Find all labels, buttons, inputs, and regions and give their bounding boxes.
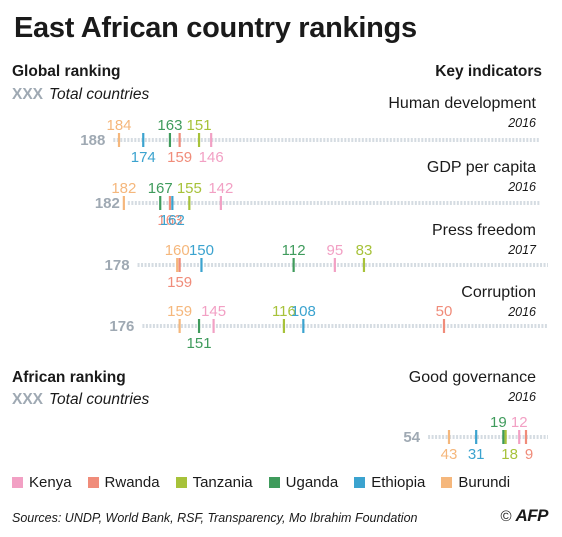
rank-label-burundi: 159 [167, 303, 192, 320]
indicator-label-press-freedom: Press freedom [431, 222, 536, 239]
indicator-year-press-freedom: 2017 [508, 243, 536, 257]
rank-label-ethiopia: 150 [189, 242, 214, 259]
afp-logo: © AFP [500, 506, 548, 526]
indicator-label-good-governance: Good governance [408, 369, 536, 386]
rank-label-kenya: 142 [208, 180, 233, 197]
legend-item-uganda: Uganda [268, 474, 339, 491]
rank-label-uganda: 112 [282, 242, 306, 259]
total-countries-text: Total countries [49, 391, 150, 408]
global-total-key: XXX Total countries [12, 86, 149, 104]
afp-logo-text: AFP [515, 506, 549, 525]
rank-label-ethiopia: 174 [131, 149, 156, 166]
rank-label-uganda: 19 [490, 414, 507, 431]
rank-label-burundi: 182 [111, 180, 136, 197]
total-countries-label: 188 [80, 132, 105, 149]
rank-label-tanzania: 116 [272, 303, 296, 320]
rank-label-uganda: 151 [187, 335, 212, 352]
legend-swatch [12, 477, 23, 488]
rank-label-uganda: 163 [157, 117, 182, 134]
rank-label-kenya: 146 [199, 149, 224, 166]
copyright-symbol: © [500, 507, 512, 525]
african-ranking-heading: African ranking [12, 369, 126, 386]
rank-label-uganda: 167 [148, 180, 173, 197]
legend-item-burundi: Burundi [441, 474, 510, 491]
legend-swatch [175, 477, 187, 488]
rank-label-burundi: 43 [441, 446, 458, 463]
african-total-key: XXX Total countries [12, 391, 149, 409]
rank-label-rwanda: 9 [525, 446, 533, 463]
legend-label: Kenya [29, 474, 72, 491]
total-countries-label: 176 [109, 318, 134, 335]
rank-label-burundi: 184 [106, 117, 131, 134]
rank-label-ethiopia: 108 [291, 303, 316, 320]
legend-item-kenya: Kenya [12, 474, 72, 491]
legend-swatch [87, 477, 99, 488]
total-placeholder: XXX [12, 86, 44, 103]
rank-label-rwanda: 159 [167, 149, 192, 166]
rank-label-burundi: 160 [165, 242, 190, 259]
indicator-label-human-development: Human development [388, 95, 536, 112]
total-countries-label: 54 [403, 429, 420, 446]
indicator-year-human-development: 2016 [508, 116, 536, 130]
total-countries-label: 182 [95, 195, 120, 212]
legend-swatch [441, 477, 453, 488]
legend-swatch [354, 477, 366, 488]
legend-label: Ethiopia [371, 474, 426, 491]
rank-label-kenya: 95 [327, 242, 344, 259]
legend-item-ethiopia: Ethiopia [354, 474, 425, 491]
page-title: East African country rankings [14, 12, 417, 44]
indicator-label-gdp-per-capita: GDP per capita [426, 159, 536, 176]
legend-label: Uganda [285, 474, 339, 491]
indicator-year-good-governance: 2016 [508, 390, 536, 404]
rank-label-tanzania: 151 [187, 117, 212, 134]
legend-label: Burundi [458, 474, 511, 491]
global-ranking-heading: Global ranking [12, 63, 121, 80]
indicator-year-gdp-per-capita: 2016 [508, 180, 536, 194]
key-indicators-heading: Key indicators [435, 63, 542, 80]
legend-item-rwanda: Rwanda [87, 474, 160, 491]
rank-label-tanzania: 83 [356, 242, 373, 259]
rank-label-rwanda: 163 [157, 212, 182, 229]
sources-note: Sources: UNDP, World Bank, RSF, Transpar… [12, 511, 418, 525]
total-countries-text: Total countries [49, 86, 150, 103]
legend-swatch [268, 477, 280, 488]
rank-label-ethiopia: 31 [468, 446, 485, 463]
rank-label-kenya: 12 [511, 414, 528, 431]
rank-label-tanzania: 155 [177, 180, 202, 197]
indicator-label-corruption: Corruption [461, 284, 536, 301]
indicator-year-corruption: 2016 [508, 305, 536, 319]
rank-label-rwanda: 159 [167, 274, 192, 291]
rank-label-kenya: 145 [201, 303, 226, 320]
legend-item-tanzania: Tanzania [175, 474, 253, 491]
rank-label-rwanda: 50 [436, 303, 453, 320]
legend-label: Tanzania [192, 474, 253, 491]
total-placeholder: XXX [12, 391, 44, 408]
rank-label-ethiopia: 162 [160, 212, 185, 229]
legend-label: Rwanda [104, 474, 160, 491]
total-countries-label: 178 [105, 257, 130, 274]
rank-label-tanzania: 18 [501, 446, 518, 463]
legend: Kenya Rwanda Tanzania Uganda Ethiopia Burundi [12, 474, 526, 491]
